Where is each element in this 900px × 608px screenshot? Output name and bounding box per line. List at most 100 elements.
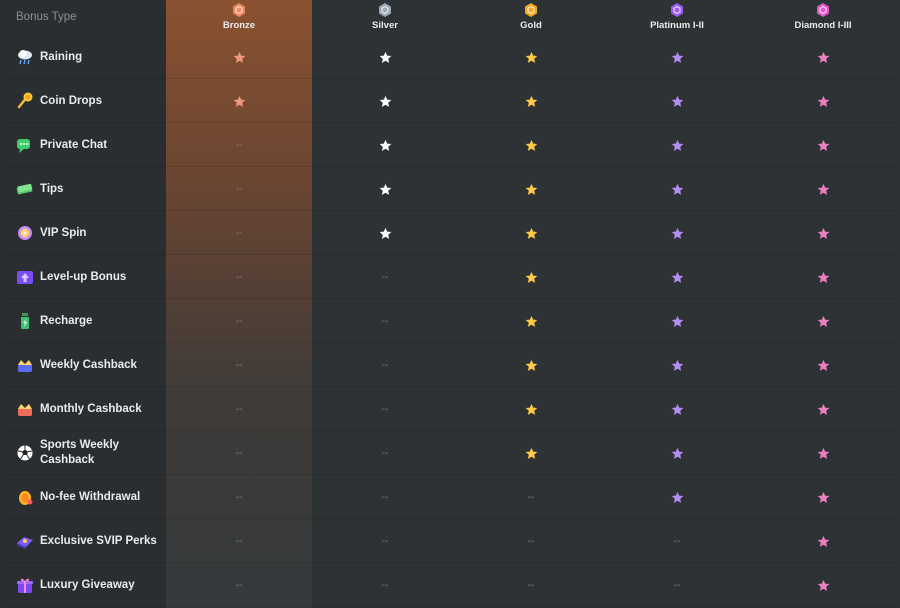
not-available-dash: -- [381,359,389,371]
tier-cell: -- [458,563,604,607]
not-available-dash: -- [527,535,535,547]
bonus-label: Weekly Cashback [40,358,137,371]
tier-cell [750,387,896,431]
silver-badge-icon [312,2,458,18]
bonus-label-cell: No-fee Withdrawal [0,475,166,519]
row-divider [4,254,896,255]
not-available-dash: -- [673,535,681,547]
star-icon [671,183,684,196]
star-icon [817,95,830,108]
not-available-dash: -- [381,535,389,547]
star-icon [671,95,684,108]
star-icon [817,535,830,548]
bonus-label: VIP Spin [40,226,87,239]
tier-cell [604,255,750,299]
gold-badge-icon [458,2,604,18]
star-icon [817,51,830,64]
table-row: Exclusive SVIP Perks -- -- -- -- [0,519,900,563]
star-icon [379,139,392,152]
bonus-label: Recharge [40,314,93,327]
tier-cell: -- [312,343,458,387]
chat-bubble-icon [16,136,34,154]
not-available-dash: -- [235,183,243,195]
star-icon [817,227,830,240]
not-available-dash: -- [381,579,389,591]
star-icon [817,447,830,460]
bonus-label-cell: Recharge [0,299,166,343]
bonus-label-cell: Tips [0,167,166,211]
bonus-label: Exclusive SVIP Perks [40,534,157,547]
tier-cell [750,79,896,123]
bonus-label-cell: Coin Drops [0,79,166,123]
star-icon [671,271,684,284]
tier-name: Diamond I-III [794,20,852,31]
tier-cell [458,299,604,343]
tier-cell [312,211,458,255]
star-icon [817,183,830,196]
tier-cell: -- [604,519,750,563]
star-icon [525,359,538,372]
tier-cell [166,79,312,123]
bonus-label: Private Chat [40,138,108,151]
tier-cell: -- [312,475,458,519]
table-row: Raining [0,35,900,79]
star-icon [671,403,684,416]
tier-cell [604,475,750,519]
tier-cell [750,255,896,299]
star-icon [525,447,538,460]
row-divider [4,166,896,167]
tier-cell: -- [166,299,312,343]
tier-cell [458,387,604,431]
tier-cell [604,387,750,431]
tier-header-diamond: Diamond I-III [750,2,896,31]
tier-header-platinum: Platinum I-II [604,2,750,31]
tier-cell [458,167,604,211]
not-available-dash: -- [235,227,243,239]
star-icon [525,227,538,240]
tier-cell: -- [312,387,458,431]
star-icon [817,579,830,592]
tier-cell: -- [458,519,604,563]
bonus-label: Tips [40,182,64,195]
table-row: Weekly Cashback -- -- [0,343,900,387]
star-icon [671,139,684,152]
tier-cell [312,167,458,211]
star-icon [671,315,684,328]
not-available-dash: -- [235,271,243,283]
star-icon [525,51,538,64]
row-divider [4,562,896,563]
star-icon [525,139,538,152]
bonus-label: Monthly Cashback [40,402,142,415]
tier-cell: -- [312,563,458,607]
tier-header-silver: Silver [312,2,458,31]
tier-cell [604,79,750,123]
tier-cell [166,35,312,79]
tier-cell [750,343,896,387]
star-icon [379,95,392,108]
star-icon [671,491,684,504]
tier-cell: -- [166,211,312,255]
bonus-label-cell: Luxury Giveaway [0,563,166,607]
star-icon [817,359,830,372]
table-row: Sports Weekly Cashback -- -- [0,431,900,475]
row-divider [4,210,896,211]
tier-cell [604,299,750,343]
not-available-dash: -- [235,491,243,503]
row-divider [4,430,896,431]
bonus-label-cell: Exclusive SVIP Perks [0,519,166,563]
bonus-label-cell: Raining [0,35,166,79]
table-row: Coin Drops [0,79,900,123]
platinum-badge-icon [604,2,750,18]
star-icon [525,183,538,196]
tier-cell: -- [604,563,750,607]
tier-cell: -- [166,431,312,475]
star-icon [379,227,392,240]
star-icon [233,51,246,64]
gift-box-icon [16,576,34,594]
tier-cell [604,123,750,167]
not-available-dash: -- [381,491,389,503]
tier-cell [750,299,896,343]
tier-cell [312,123,458,167]
table-row: No-fee Withdrawal -- -- -- [0,475,900,519]
row-divider [4,518,896,519]
